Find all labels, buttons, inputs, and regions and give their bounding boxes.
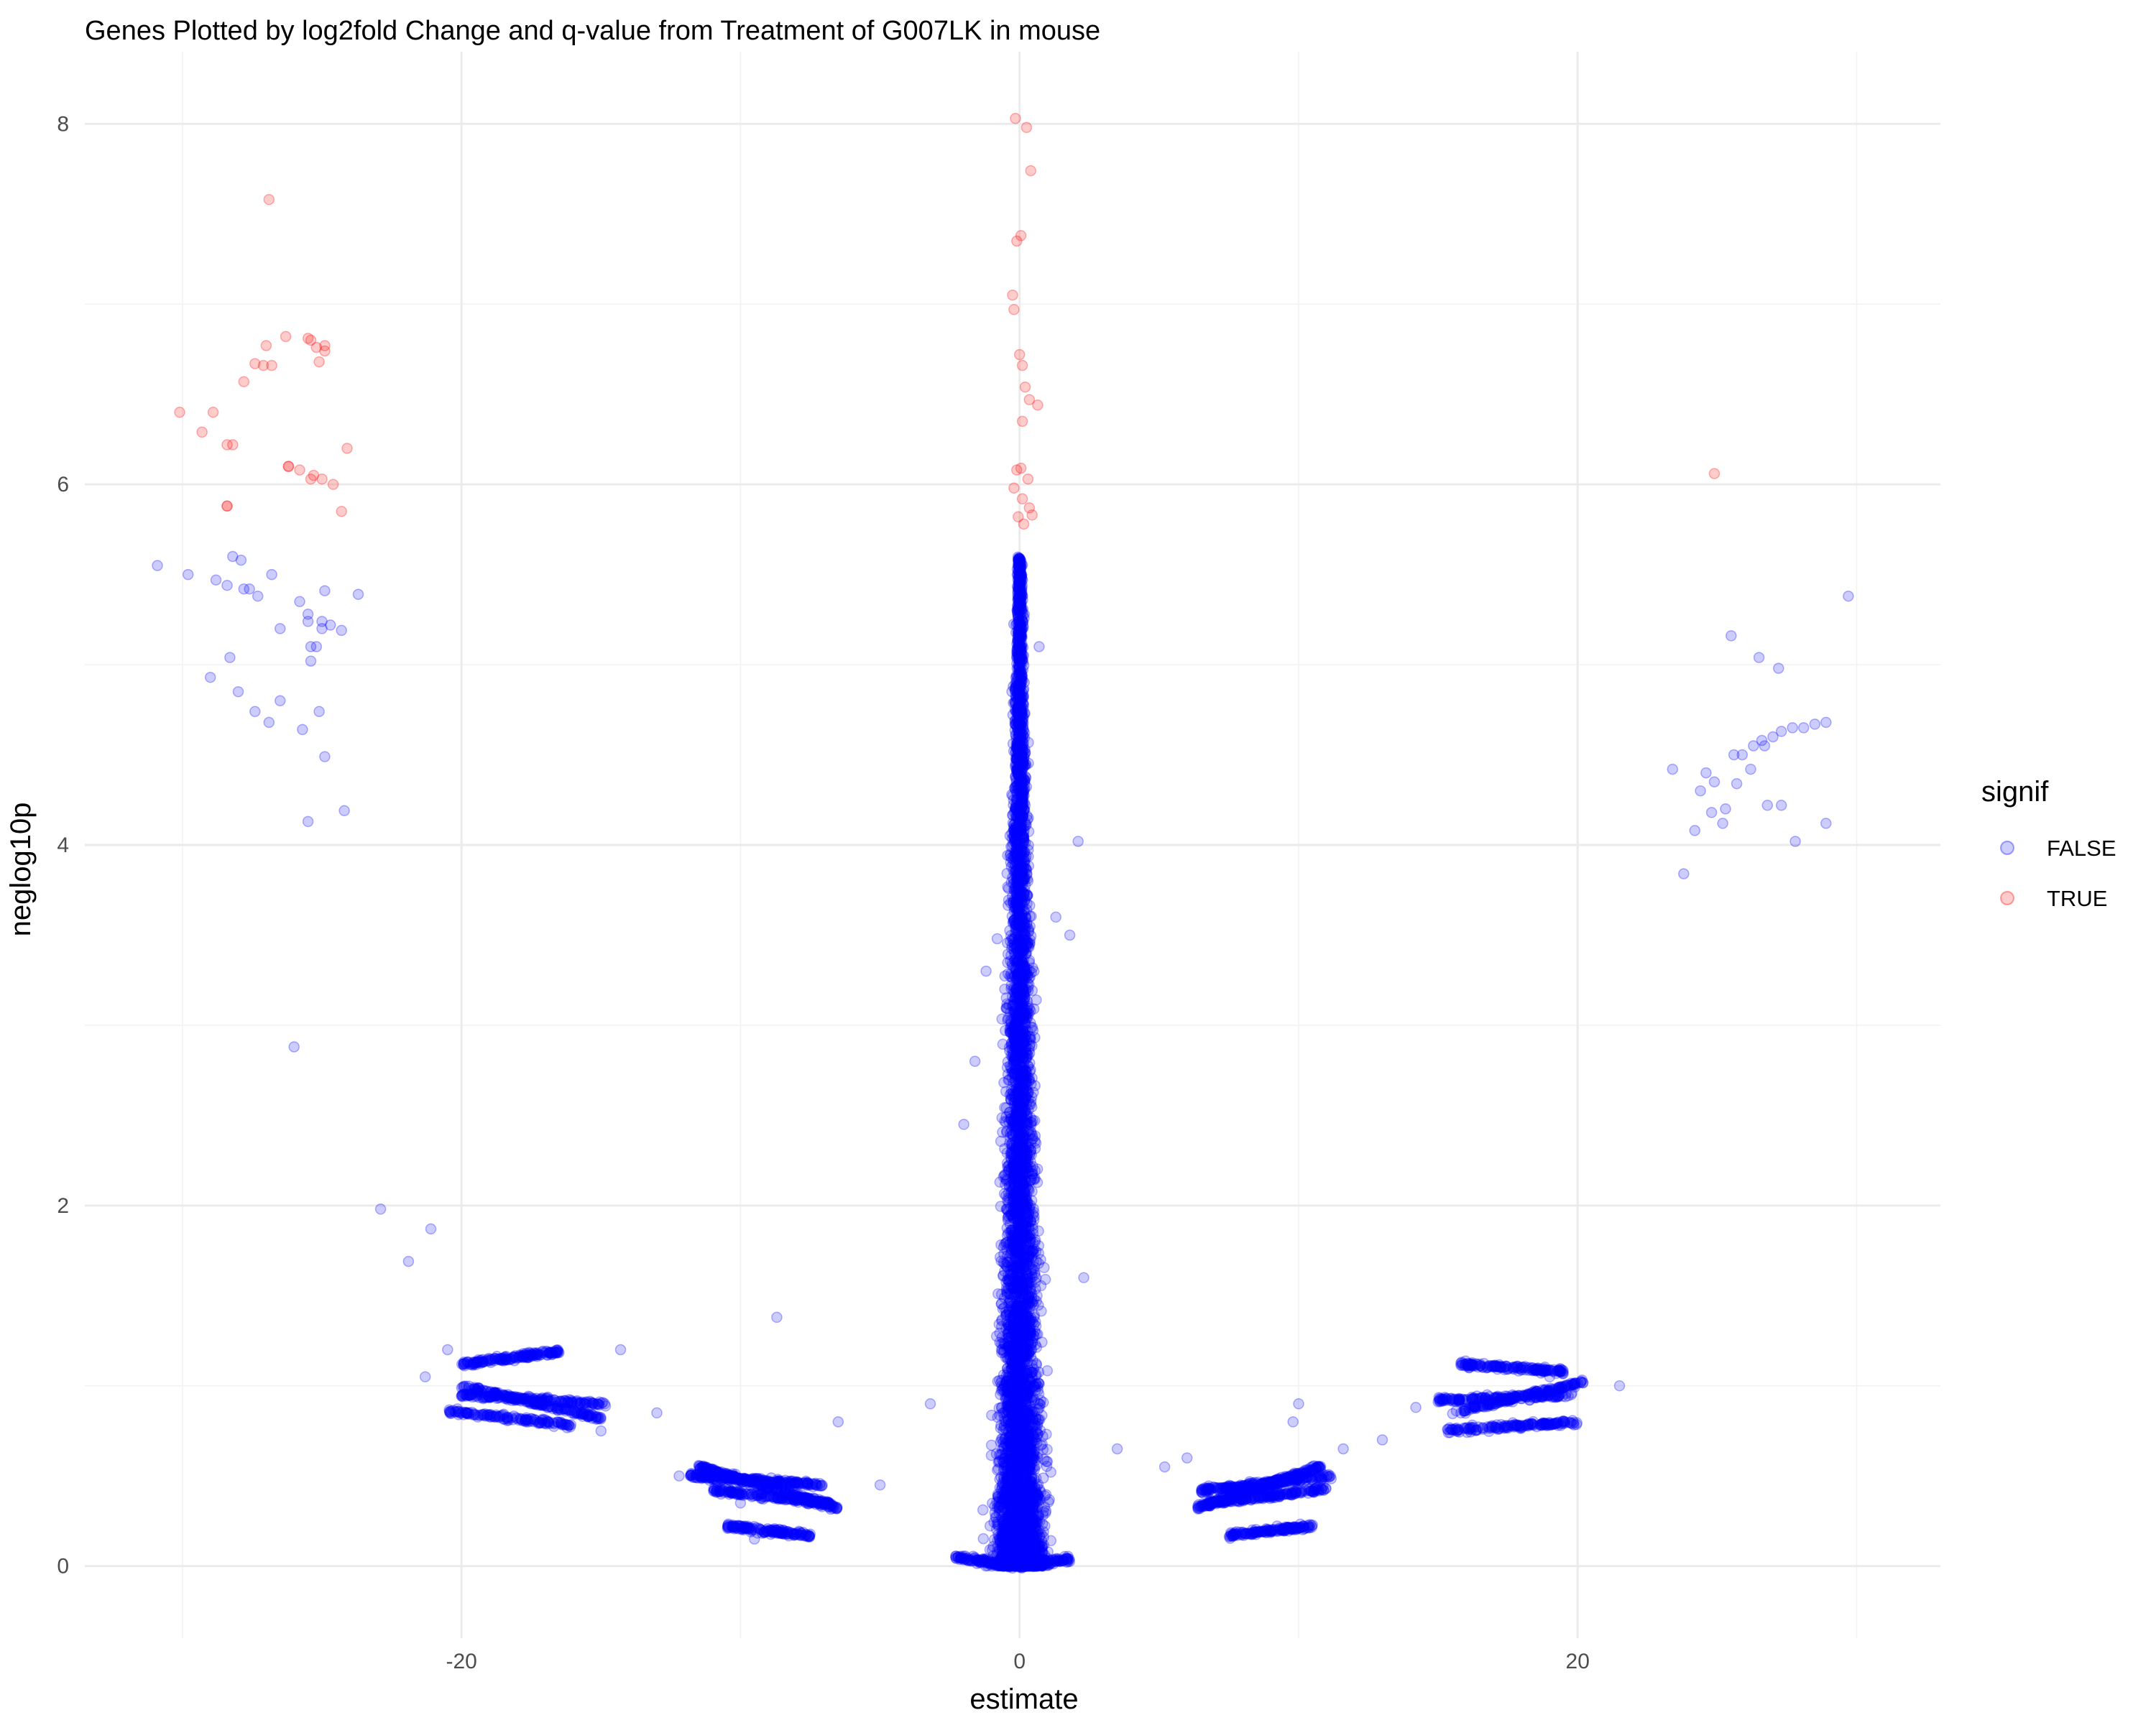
data-point-false: [1464, 1363, 1474, 1373]
data-point-false: [796, 1530, 806, 1540]
data-point-false: [1063, 1551, 1073, 1561]
data-point-false: [1300, 1523, 1310, 1533]
data-point-false: [459, 1389, 469, 1399]
data-point-false: [1255, 1526, 1265, 1536]
data-point-false: [523, 1352, 533, 1362]
data-point-false: [1554, 1366, 1565, 1376]
data-point-false: [475, 1388, 485, 1398]
data-point-false: [778, 1479, 788, 1489]
data-point-false: [714, 1487, 724, 1497]
data-point-false: [506, 1392, 516, 1403]
data-point-false: [1235, 1497, 1245, 1507]
data-point-false: [535, 1349, 545, 1359]
data-point-false: [1470, 1402, 1480, 1412]
data-point-false: [1292, 1476, 1302, 1486]
data-point-false: [957, 1553, 967, 1563]
data-point-false: [566, 1420, 576, 1430]
data-point-false: [740, 1474, 750, 1484]
data-point-false: [801, 1477, 811, 1487]
data-point-false: [1277, 1523, 1287, 1533]
data-point-false: [1465, 1423, 1475, 1433]
data-point-false: [1219, 1483, 1229, 1493]
data-point-false: [786, 1528, 796, 1538]
data-point-false: [793, 1495, 803, 1505]
data-point-false: [1447, 1409, 1457, 1419]
data-point-false: [1245, 1530, 1256, 1540]
data-point-false: [1569, 1418, 1579, 1428]
data-point-false: [1263, 1492, 1273, 1502]
data-point-false: [1507, 1395, 1517, 1405]
data-point-false: [1443, 1428, 1453, 1438]
data-point-false: [1544, 1418, 1554, 1428]
data-point-false: [978, 1505, 988, 1515]
data-point-false: [574, 1409, 584, 1419]
data-point-false: [1546, 1387, 1556, 1397]
data-point-false: [478, 1357, 488, 1367]
data-point-false: [593, 1399, 603, 1409]
data-point-false: [1326, 1474, 1336, 1484]
data-point-false: [575, 1398, 585, 1408]
data-point-false: [729, 1521, 739, 1531]
data-point-false: [1291, 1488, 1301, 1498]
data-point-false: [525, 1392, 535, 1402]
data-point-false: [727, 1474, 737, 1484]
data-point-false: [761, 1477, 771, 1487]
data-point-false: [773, 1493, 783, 1503]
data-point-false: [1483, 1400, 1493, 1410]
data-point-false: [520, 1415, 530, 1425]
data-point-false: [754, 1523, 764, 1533]
data-point-false: [1303, 1472, 1313, 1482]
data-point-false: [1491, 1423, 1501, 1433]
data-point-false: [1534, 1365, 1544, 1375]
data-point-false: [732, 1487, 742, 1497]
data-point-false: [757, 1489, 767, 1499]
series-false-points: [152, 552, 1853, 1574]
data-point-false: [810, 1494, 820, 1504]
data-point-false: [477, 1410, 487, 1420]
data-point-false: [1478, 1362, 1488, 1372]
data-point-false: [545, 1396, 555, 1406]
data-point-false: [1459, 1405, 1469, 1415]
data-point-false: [584, 1411, 594, 1421]
data-point-false: [509, 1411, 519, 1421]
data-point-false: [556, 1398, 566, 1408]
data-point-false: [1437, 1396, 1447, 1406]
data-point-false: [494, 1413, 504, 1423]
data-point-false: [549, 1419, 559, 1429]
data-point-false: [1508, 1362, 1519, 1372]
data-point-false: [700, 1471, 710, 1482]
data-point-false: [1531, 1386, 1542, 1396]
data-point-false: [1300, 1484, 1310, 1494]
data-point-false: [453, 1404, 463, 1414]
data-point-false: [1197, 1487, 1207, 1497]
data-point-false: [1218, 1498, 1228, 1508]
data-point-false: [1245, 1492, 1255, 1502]
data-point-false: [461, 1359, 471, 1369]
data-point-false: [494, 1354, 505, 1364]
data-point-false: [686, 1471, 696, 1481]
data-point-false: [1455, 1395, 1465, 1405]
data-point-false: [1570, 1382, 1580, 1392]
data-point-false: [1245, 1479, 1255, 1489]
data-point-false: [535, 1418, 545, 1428]
data-point-false: [1515, 1422, 1525, 1432]
data-point-false: [1266, 1477, 1276, 1487]
data-point-false: [747, 1489, 757, 1499]
